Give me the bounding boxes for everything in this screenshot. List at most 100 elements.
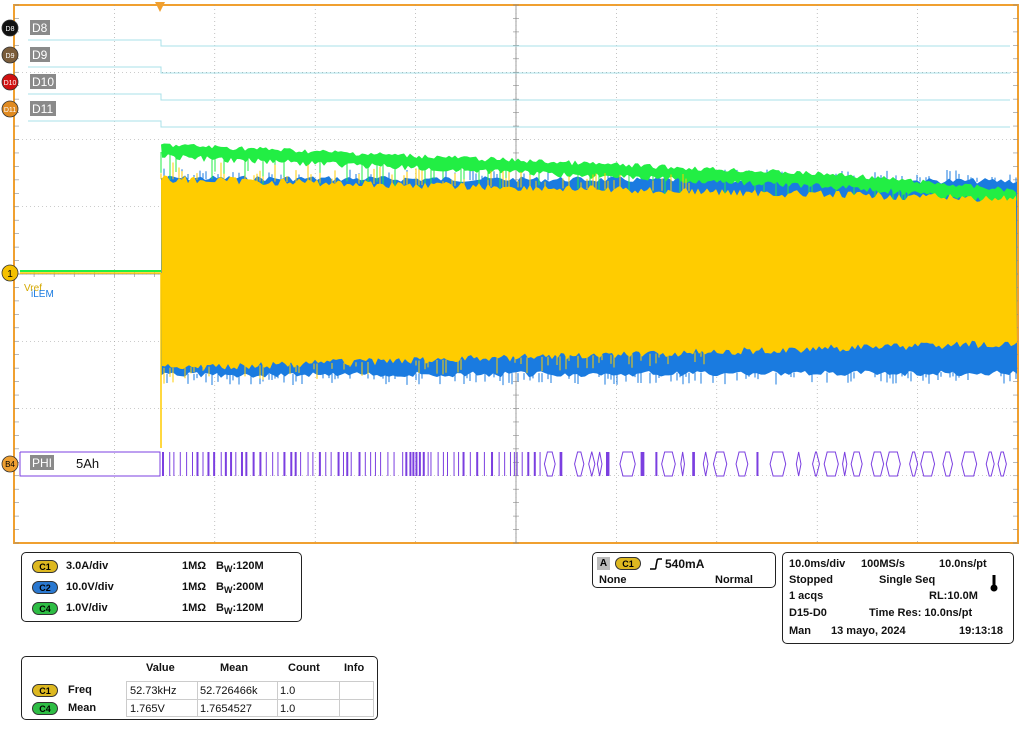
measurement-row-mean[interactable]: C4 Mean 1.765V 1.7654527 1.0	[22, 701, 377, 717]
channel-impedance: 1MΩ	[182, 602, 207, 614]
digital-badge-text: D10	[4, 80, 17, 87]
digital-badge-D9[interactable]	[1, 46, 19, 64]
bus-packet	[692, 452, 695, 476]
bus-packet	[842, 451, 848, 477]
digital-badge-D8[interactable]	[1, 19, 19, 37]
acq-count: 1 acqs	[789, 590, 824, 602]
bus-packet	[680, 451, 685, 477]
bus-value: 5Ah	[76, 456, 99, 471]
channel-row-c2[interactable]: C2 10.0V/div 1MΩ BW:200M	[22, 579, 301, 597]
measurement-name: Mean	[68, 702, 97, 714]
digital-badge-D10[interactable]	[1, 73, 19, 91]
channel-badge: C1	[32, 560, 58, 573]
channel-row-c4[interactable]: C4 1.0V/div 1MΩ BW:120M	[22, 600, 301, 618]
bus-packet	[997, 451, 1007, 477]
bus-b4-badge[interactable]: B4	[1, 455, 19, 473]
timebase: 10.0ms/div	[789, 558, 846, 570]
bus-packet	[909, 451, 919, 477]
bus-packet	[961, 451, 978, 477]
digital-label-box	[30, 101, 56, 116]
trigger-coupling: None	[599, 574, 627, 586]
bus-packet	[596, 451, 603, 477]
measurement-count: 1.0	[280, 685, 296, 697]
digital-label: D10	[32, 75, 54, 89]
digital-badges: D8 D8 D9 D9 D10 D10 D11 D11	[1, 19, 56, 118]
acquisition-panel[interactable]: 10.0ms/div 100MS/s 10.0ns/pt Stopped Sin…	[782, 552, 1014, 644]
bus-packet	[543, 451, 556, 477]
digital-badge-text: D8	[6, 26, 15, 33]
trigger-level: 540mA	[665, 557, 705, 571]
measurement-value: 1.765V	[130, 703, 165, 715]
thermometer-icon	[990, 575, 998, 592]
vref-label: Vref	[24, 283, 42, 294]
measurement-badge: C1	[32, 684, 58, 697]
ilem-label: iLEM	[31, 289, 54, 300]
bus-name: PHI	[32, 456, 52, 470]
measurement-badge: C4	[32, 702, 58, 715]
bus-packet	[574, 451, 585, 477]
bus-idle-frame	[19, 451, 161, 477]
channel-scale: 10.0V/div	[66, 581, 114, 593]
digital-label-box	[30, 74, 56, 89]
trigger-settings-panel[interactable]: A C1 540mA None Normal	[592, 552, 776, 588]
bus-packet	[920, 451, 936, 477]
digital-label: D8	[32, 21, 48, 35]
measurement-value: 52.73kHz	[130, 685, 177, 697]
channel-impedance: 1MΩ	[182, 560, 207, 572]
measurement-row-freq[interactable]: C1 Freq 52.73kHz 52.726466k 1.0	[22, 683, 377, 699]
date: 13 mayo, 2024	[831, 625, 906, 637]
bus-packet	[756, 452, 759, 476]
bus-packet	[712, 451, 728, 477]
trigger-source-badge: C1	[615, 557, 641, 570]
bus-name-box	[30, 455, 54, 470]
digital-line-D10	[28, 93, 1010, 101]
trigger-position-icon[interactable]	[155, 2, 165, 12]
measurement-count: 1.0	[280, 703, 296, 715]
sample-rate: 100MS/s	[861, 558, 906, 570]
channel-bandwidth: BW:200M	[216, 581, 264, 596]
time-resolution: Time Res: 10.0ns/pt	[869, 607, 973, 619]
digital-channels: D15-D0	[789, 607, 827, 619]
c4-band	[161, 143, 1017, 205]
acq-state: Stopped	[789, 574, 833, 586]
record-length: RL:10.0M	[929, 590, 978, 602]
channel-badge: C2	[32, 581, 58, 594]
meas-header-count: Count	[288, 662, 320, 674]
bus-packet	[588, 451, 596, 477]
bus-packet	[885, 451, 901, 477]
c1-envelope	[161, 175, 1017, 371]
svg-text:B4: B4	[5, 460, 15, 469]
bus-packet	[812, 451, 820, 477]
digital-line-D9	[28, 66, 1010, 74]
measurements-panel[interactable]: Value Mean Count Info C1 Freq 52.73kHz 5…	[21, 656, 378, 720]
bus-packet	[795, 451, 802, 477]
channel-row-c1[interactable]: C1 3.0A/div 1MΩ BW:120M	[22, 558, 301, 576]
trigger-mode-badge: A	[597, 557, 610, 570]
resolution: 10.0ns/pt	[939, 558, 987, 570]
bus-packet	[769, 451, 787, 477]
digital-line-D11	[28, 120, 1010, 128]
channel-settings-panel[interactable]: C1 3.0A/div 1MΩ BW:120M C2 10.0V/div 1MΩ…	[21, 552, 302, 622]
measurement-mean: 52.726466k	[200, 685, 258, 697]
digital-lines	[28, 39, 1010, 128]
channel-impedance: 1MΩ	[182, 581, 207, 593]
digital-badge-text: D9	[6, 53, 15, 60]
bus-packet	[605, 452, 610, 476]
trigger-mode-manual: Man	[789, 625, 811, 637]
meas-header-info: Info	[344, 662, 365, 674]
bus-packet	[735, 451, 749, 477]
bus-packet	[870, 451, 885, 477]
measurement-mean: 1.7654527	[200, 703, 252, 715]
digital-badge-D11[interactable]	[1, 100, 19, 118]
channel-badge: C4	[32, 602, 58, 615]
digital-label: D9	[32, 48, 48, 62]
ch1-ground-marker[interactable]: 1	[1, 264, 19, 282]
ch1-marker-label: 1	[7, 269, 13, 280]
digital-label: D11	[32, 102, 53, 116]
c1-waveform	[20, 162, 1017, 448]
digital-badge-text: D11	[4, 107, 16, 114]
meas-header-mean: Mean	[220, 662, 249, 674]
bus-packet	[823, 451, 839, 477]
meas-table-grid	[126, 681, 374, 717]
